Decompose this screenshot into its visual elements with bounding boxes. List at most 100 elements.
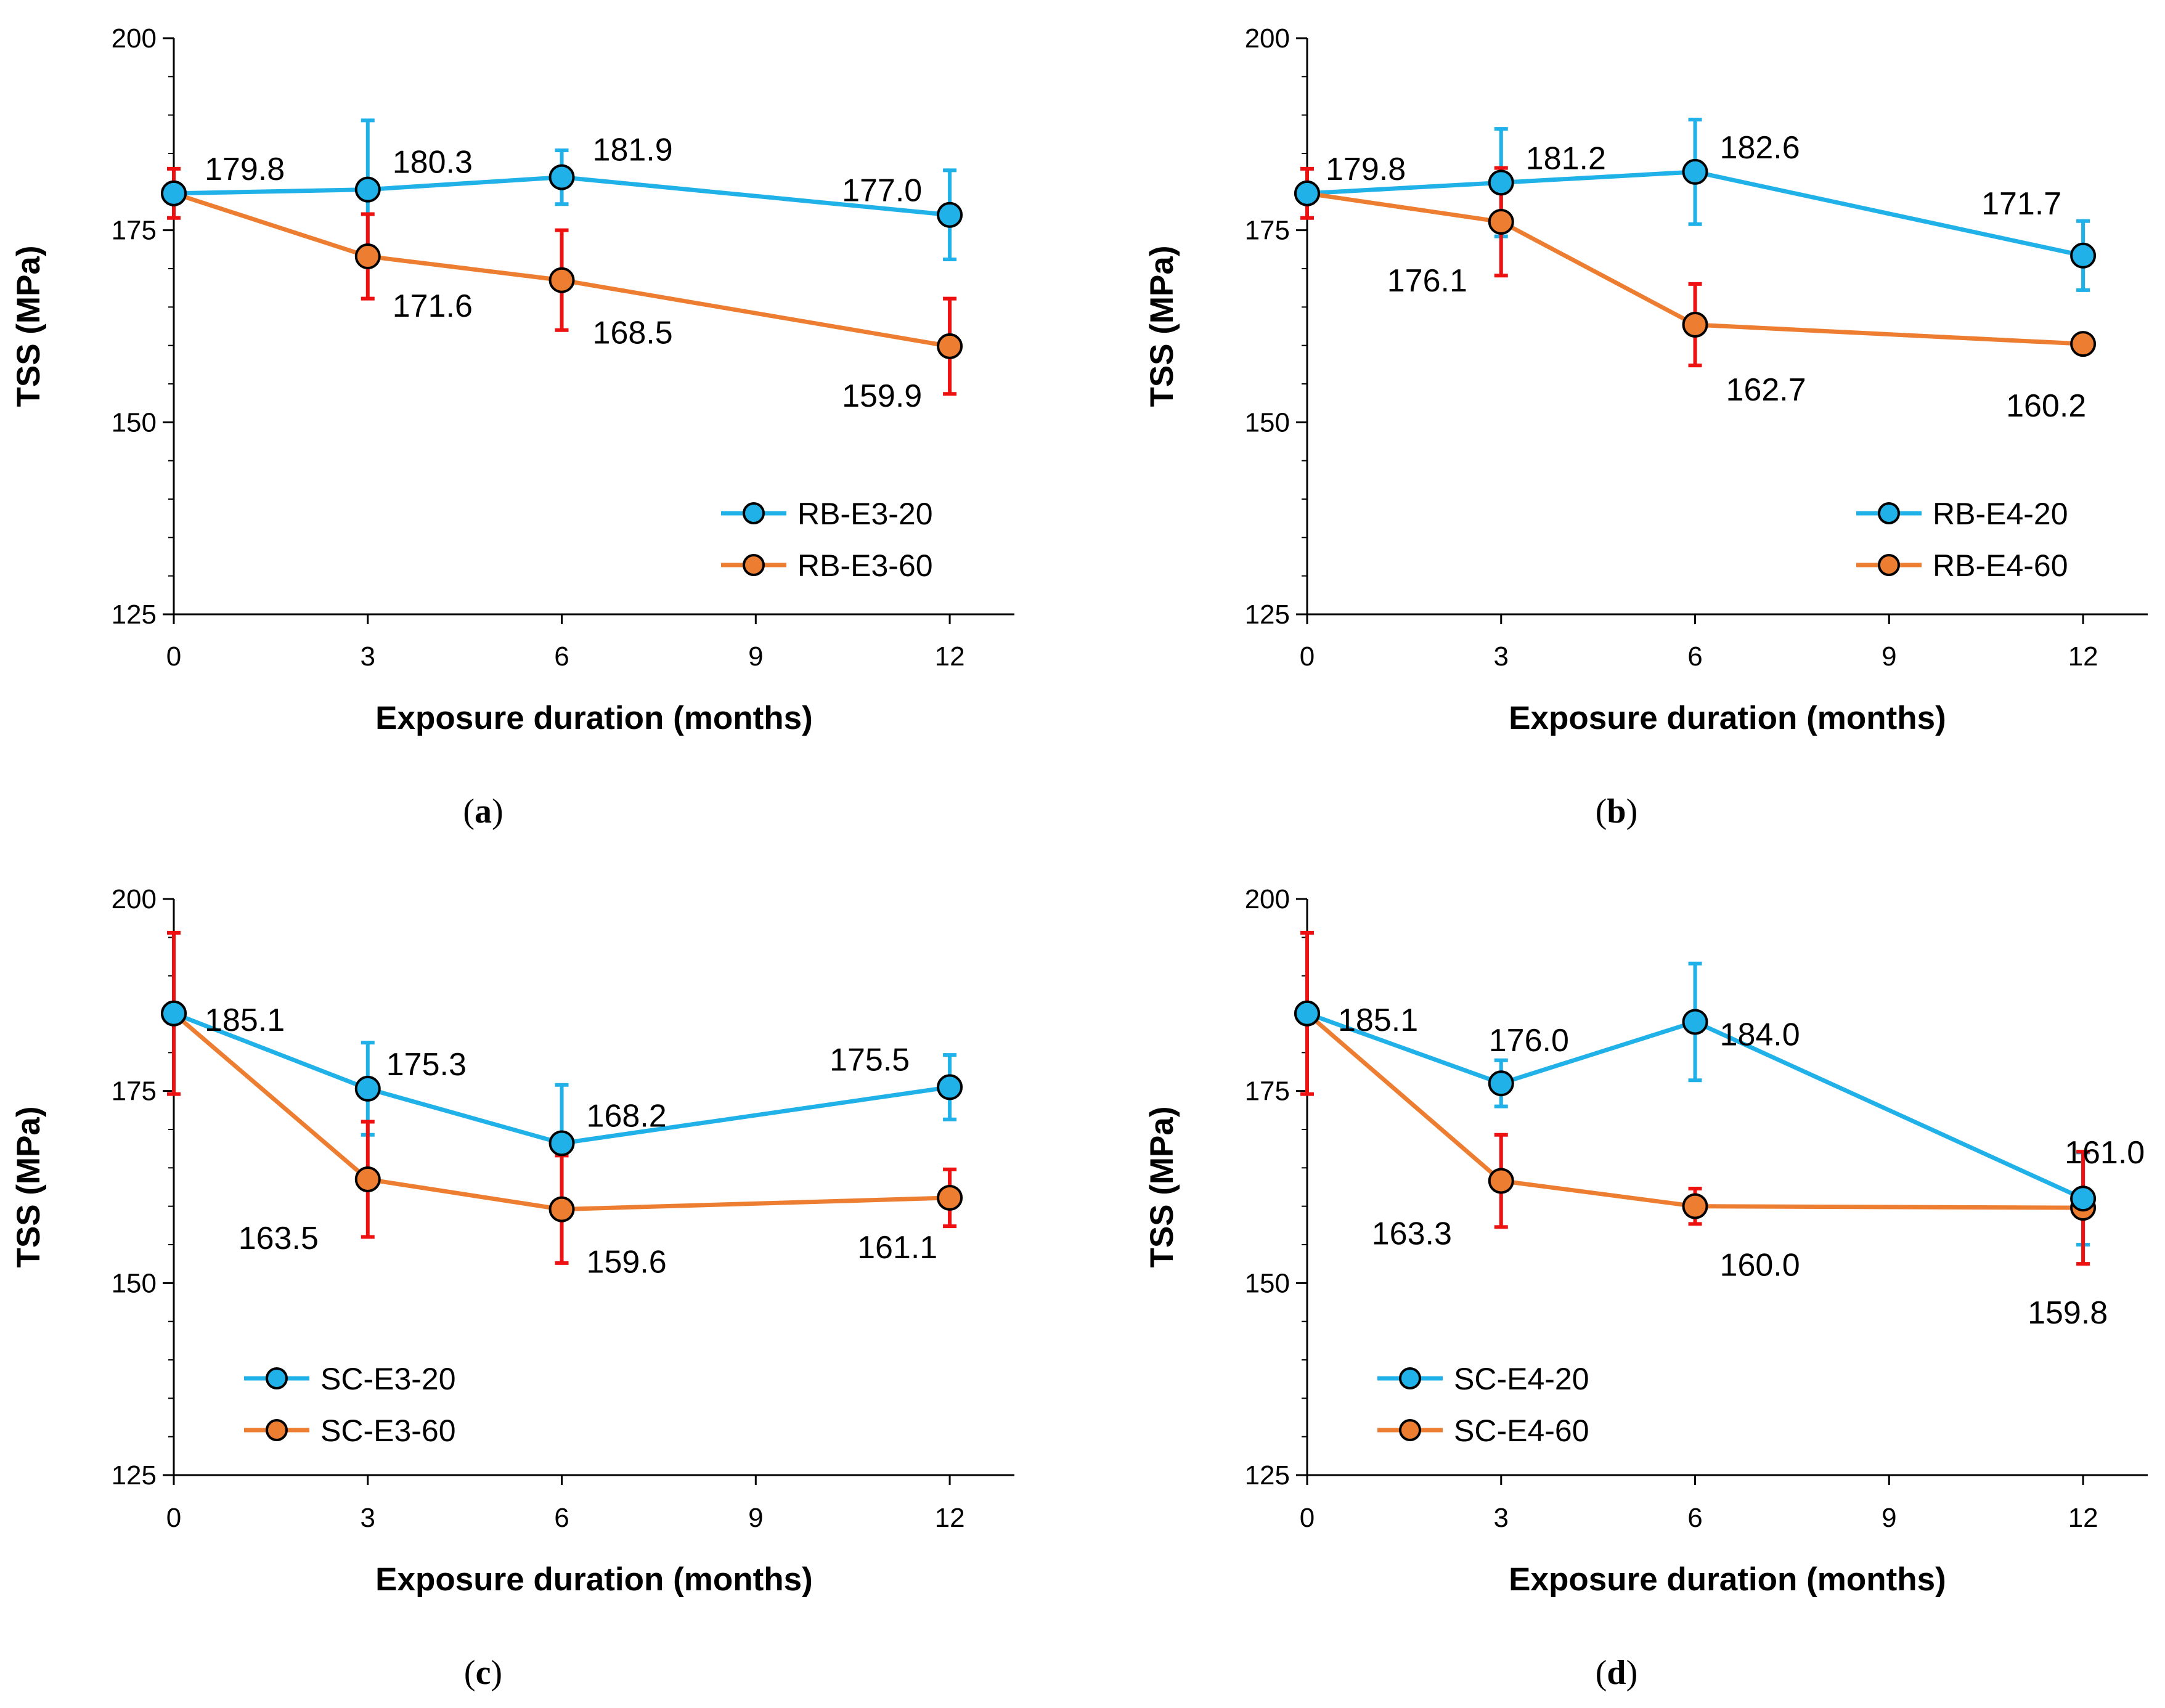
data-point <box>161 180 187 206</box>
series-line-rb-e3-60 <box>173 191 950 349</box>
x-tick-label: 6 <box>1687 1503 1702 1533</box>
data-label: 179.8 <box>1326 152 1406 187</box>
y-tick-label: 125 <box>1245 1460 1290 1490</box>
data-label: 184.0 <box>1720 1017 1800 1052</box>
data-point <box>937 1074 963 1100</box>
data-label: 179.8 <box>205 152 285 187</box>
series-line-rb-e3-20 <box>173 175 950 218</box>
data-point <box>1682 1193 1708 1219</box>
x-tick-label: 0 <box>166 1503 181 1533</box>
x-tick-label: 12 <box>2068 1503 2098 1533</box>
data-label: 176.0 <box>1489 1023 1569 1059</box>
x-tick-label: 12 <box>2068 641 2098 672</box>
data-label: 180.3 <box>393 145 473 181</box>
data-label: 185.1 <box>1338 1002 1418 1038</box>
x-tick-label: 9 <box>748 641 763 672</box>
data-label: 160.2 <box>2006 388 2086 424</box>
data-point <box>937 1184 963 1211</box>
y-tick-label: 150 <box>112 1268 157 1298</box>
caption-close: ) <box>491 1654 502 1692</box>
data-label: 171.6 <box>393 288 473 324</box>
data-label: 175.3 <box>386 1047 467 1083</box>
legend-swatch-marker <box>1399 1419 1421 1441</box>
data-label: 161.1 <box>857 1230 937 1266</box>
x-tick-label: 6 <box>554 1503 569 1533</box>
caption-letter: d <box>1607 1654 1626 1692</box>
data-label: 177.0 <box>842 173 922 209</box>
data-label: 159.9 <box>842 378 922 414</box>
y-tick-label: 150 <box>1245 1268 1290 1298</box>
y-tick-label: 200 <box>1245 23 1290 54</box>
data-label: 168.2 <box>587 1098 667 1134</box>
x-axis-title: Exposure duration (months) <box>375 1561 813 1598</box>
x-axis-title: Exposure duration (months) <box>375 700 813 736</box>
y-axis-title: TSS (MPa) <box>10 245 47 407</box>
x-tick-label: 12 <box>935 641 965 672</box>
x-tick-label: 3 <box>361 641 375 672</box>
x-tick-label: 3 <box>1494 1503 1509 1533</box>
legend-swatch-marker <box>266 1419 288 1441</box>
data-point <box>2070 1185 2097 1212</box>
y-tick-label: 125 <box>1245 600 1290 630</box>
caption-open: ( <box>1596 1654 1607 1692</box>
x-tick-label: 3 <box>361 1503 375 1533</box>
data-label: 175.5 <box>830 1042 910 1078</box>
data-point <box>1488 208 1514 235</box>
chart-panel-d: 125 150 175 200 0 3 6 9 12 Exposure duration (mon… <box>1144 884 2148 1692</box>
legend-entry: SC-E3-60 <box>320 1413 456 1448</box>
y-tick-label: 175 <box>112 216 157 246</box>
data-label: 181.2 <box>1526 140 1606 176</box>
data-label: 182.6 <box>1720 130 1800 166</box>
caption-letter: b <box>1607 792 1626 831</box>
x-tick-label: 3 <box>1494 641 1509 672</box>
chart-panel-b: 125 150 175 200 0 3 6 9 12 Exposure duration (mon… <box>1144 23 2148 831</box>
data-point <box>1488 169 1514 196</box>
y-tick-label: 200 <box>112 884 157 914</box>
caption-open: ( <box>464 1654 476 1692</box>
legend-swatch-marker <box>1878 554 1900 576</box>
panel-caption: (d) <box>1596 1654 1637 1692</box>
data-point <box>1294 180 1320 206</box>
data-label: 162.7 <box>1726 372 1806 408</box>
legend-entry: SC-E3-20 <box>320 1362 456 1396</box>
chart-panel-c: 125 150 175 200 0 3 6 9 12 Exposure duration (mon… <box>10 884 1014 1692</box>
data-point <box>1488 1168 1514 1194</box>
data-point <box>548 1196 575 1222</box>
data-point <box>548 1130 575 1157</box>
panel-caption: (b) <box>1596 792 1637 831</box>
legend-entry: RB-E3-60 <box>797 548 933 583</box>
x-tick-label: 9 <box>1882 1503 1896 1533</box>
y-tick-label: 175 <box>112 1076 157 1107</box>
data-point <box>1682 158 1708 185</box>
data-label: 163.5 <box>239 1221 319 1256</box>
data-point <box>1294 1000 1320 1027</box>
panel-caption: (c) <box>464 1654 502 1692</box>
legend-swatch-marker <box>743 502 765 524</box>
y-tick-label: 125 <box>112 600 157 630</box>
data-point <box>937 333 963 359</box>
legend-swatch-marker <box>266 1367 288 1389</box>
series-line-sc-e3-60 <box>172 1012 950 1212</box>
legend-swatch-marker <box>743 554 765 576</box>
legend-swatch-marker <box>1399 1367 1421 1389</box>
caption-close: ) <box>1626 1654 1638 1692</box>
caption-letter: c <box>476 1654 491 1692</box>
data-label: 161.0 <box>2065 1135 2145 1171</box>
series-line-rb-e4-60 <box>1307 191 2084 346</box>
legend-entry: RB-E4-60 <box>1933 548 2068 583</box>
data-point <box>354 243 381 270</box>
data-label: 159.6 <box>587 1245 667 1280</box>
y-tick-label: 125 <box>112 1460 157 1490</box>
x-tick-label: 6 <box>554 641 569 672</box>
data-point <box>1682 1009 1708 1035</box>
series-line-sc-e3-20 <box>173 1011 950 1145</box>
data-label: 163.3 <box>1372 1216 1452 1252</box>
x-tick-label: 0 <box>1300 1503 1315 1533</box>
data-label: 171.7 <box>1981 186 2061 222</box>
data-point <box>2070 242 2097 269</box>
series-line-sc-e4-20 <box>1306 1011 2084 1201</box>
y-axis-title: TSS (MPa) <box>1144 245 1180 407</box>
data-point <box>1682 312 1708 338</box>
data-label: 159.8 <box>2028 1295 2108 1331</box>
